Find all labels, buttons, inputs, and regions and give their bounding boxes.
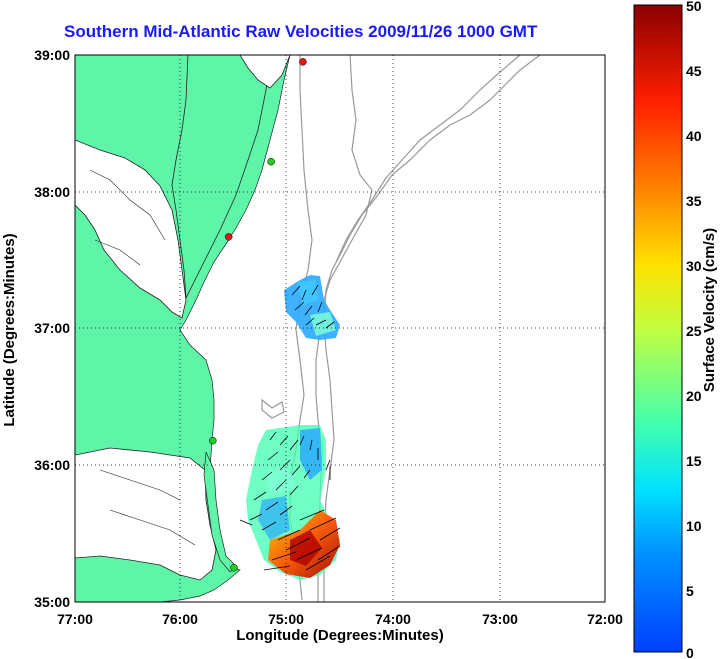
map-title: Southern Mid-Atlantic Raw Velocities 200…: [64, 22, 538, 41]
x-tick-label: 76:00: [162, 611, 198, 627]
x-tick-label: 73:00: [482, 611, 518, 627]
colorbar-tick: 15: [686, 453, 702, 469]
velocity-field-south: [246, 425, 340, 580]
colorbar-tick: 30: [686, 258, 702, 274]
y-axis-label: Latitude (Degrees:Minutes): [1, 233, 18, 426]
radar-station-marker: [267, 157, 275, 166]
y-tick-label: 37:00: [34, 320, 70, 336]
x-tick-label: 77:00: [57, 611, 93, 627]
y-tick-label: 36:00: [34, 457, 70, 473]
y-tick-labels: 39:00 38:00 37:00 36:00 35:00: [34, 47, 70, 610]
y-tick-label: 35:00: [34, 594, 70, 610]
colorbar-tick: 40: [686, 128, 702, 144]
x-tick-label: 74:00: [375, 611, 411, 627]
coastline-detail: [89, 169, 196, 546]
delmarva-peninsula: [171, 55, 271, 300]
x-tick-label: 72:00: [587, 611, 623, 627]
velocity-vectors: [239, 284, 341, 571]
colorbar-tick: 0: [686, 645, 694, 659]
plot-frame: [74, 54, 606, 603]
colorbar-tick: 5: [686, 583, 694, 599]
radar-station-marker: [299, 58, 307, 66]
colorbar-tick: 10: [686, 518, 702, 534]
colorbar-tick: 45: [686, 63, 702, 79]
radar-stations: [209, 58, 307, 572]
colorbar: [633, 4, 683, 653]
y-tick-label: 39:00: [34, 47, 70, 63]
radar-station-marker: [230, 564, 238, 572]
velocity-field-north: [284, 275, 340, 340]
colorbar-tick: 35: [686, 193, 702, 209]
grid-lines: [75, 55, 605, 602]
delaware-bay: [239, 55, 291, 89]
colorbar-tick: 20: [686, 388, 702, 404]
x-tick-label: 75:00: [268, 611, 304, 627]
pamlico-sound: [75, 447, 217, 581]
x-tick-labels: 77:00 76:00 75:00 74:00 73:00 72:00: [57, 611, 623, 627]
colorbar-tick: 25: [686, 323, 702, 339]
x-axis-label: Longitude (Degrees:Minutes): [236, 627, 444, 644]
radar-station-marker: [224, 233, 233, 241]
colorbar-label: Surface Velocity (cm/s): [701, 228, 718, 392]
colorbar-tick-labels: 50 45 40 35 30 25 20 15 10 5 0: [686, 0, 702, 659]
chesapeake-bay: [75, 139, 187, 319]
radar-station-marker: [209, 436, 217, 445]
y-tick-label: 38:00: [34, 184, 70, 200]
colorbar-tick: 50: [686, 0, 702, 14]
